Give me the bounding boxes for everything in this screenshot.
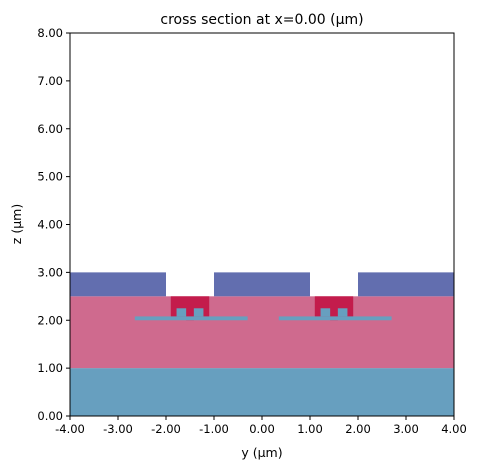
x-axis: -4.00 -3.00 -2.00 -1.00 0.00 1.00 2.00 3.00 4.00 — [55, 416, 467, 436]
x-tick-label: 0.00 — [249, 422, 275, 436]
x-tick-label: 1.00 — [297, 422, 323, 436]
x-tick-label: 3.00 — [393, 422, 419, 436]
x-tick-label: -4.00 — [55, 422, 85, 436]
y-tick-label: 4.00 — [37, 218, 63, 232]
y-axis: 0.00 1.00 2.00 3.00 4.00 5.00 6.00 7.00 8.00 — [37, 26, 70, 423]
region-cladding — [70, 296, 454, 369]
x-tick-label: 2.00 — [345, 422, 371, 436]
region-top-layer-middle — [214, 272, 310, 297]
y-tick-label: 0.00 — [37, 409, 63, 423]
y-tick-label: 6.00 — [37, 122, 63, 136]
y-tick-label: 8.00 — [37, 26, 63, 40]
y-tick-label: 5.00 — [37, 170, 63, 184]
y-tick-label: 1.00 — [37, 361, 63, 375]
region-waveguide-right-slab — [278, 316, 392, 321]
x-tick-label: 4.00 — [441, 422, 467, 436]
y-axis-label: z (µm) — [9, 204, 24, 244]
region-top-layer-right — [358, 272, 454, 297]
region-waveguide-left-post-2 — [193, 308, 204, 317]
x-tick-label: -1.00 — [199, 422, 229, 436]
x-axis-label: y (µm) — [241, 445, 282, 460]
y-tick-label: 7.00 — [37, 74, 63, 88]
region-waveguide-left-post-1 — [176, 308, 187, 317]
region-substrate — [70, 368, 454, 416]
region-waveguide-right-post-1 — [320, 308, 331, 317]
region-waveguide-left-slab — [134, 316, 248, 321]
x-tick-label: -3.00 — [103, 422, 133, 436]
plot-area — [70, 272, 454, 416]
region-top-layer-left — [70, 272, 166, 297]
x-tick-label: -2.00 — [151, 422, 181, 436]
y-tick-label: 2.00 — [37, 313, 63, 327]
chart-title: cross section at x=0.00 (µm) — [160, 12, 363, 28]
region-waveguide-right-post-2 — [337, 308, 348, 317]
y-tick-label: 3.00 — [37, 265, 63, 279]
